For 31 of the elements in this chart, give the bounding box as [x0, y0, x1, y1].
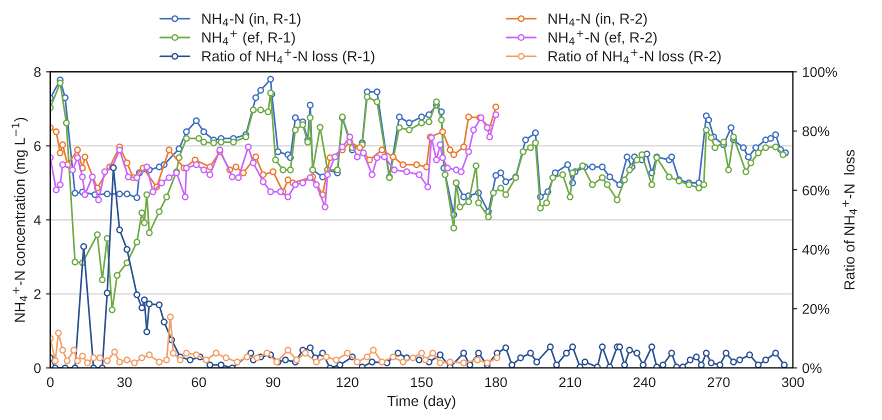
y-axis-title: NH$_{4}$$^{+}$-N concentration (mg L$^{−1}$) [12, 118, 28, 322]
y2-tick-label: 20% [802, 304, 830, 314]
x-tick-label: 0 [46, 377, 54, 388]
y-tick-label: 6 [34, 141, 41, 152]
y2-tick-label: 0% [802, 363, 822, 374]
x-tick-label: 30 [117, 377, 132, 388]
legend-label: NH$_{4}$-N (in, R-2) [548, 13, 647, 27]
y2-tick-label: 80% [802, 126, 830, 136]
legend-label: Ratio of NH$_{4}$$^{+}$-N loss (R-1) [202, 49, 374, 64]
x-tick-label: 210 [559, 377, 582, 388]
x-axis-title: Time (day) [387, 395, 456, 410]
y2-tick-label: 40% [802, 244, 830, 255]
x-tick-label: 150 [411, 377, 433, 388]
x-tick-label: 180 [485, 377, 507, 388]
x-tick-label: 240 [634, 377, 656, 388]
legend-label: NH$_{4}$-N (in, R-1) [202, 13, 300, 27]
y-tick-label: 0 [34, 363, 41, 374]
y2-tick-label: 60% [802, 186, 830, 196]
y2-tick-label: 100% [803, 67, 837, 77]
legend-label: Ratio of NH$_{4}$$^{+}$-N loss (R-2) [548, 49, 721, 64]
x-tick-label: 90 [266, 377, 280, 388]
x-tick-label: 300 [782, 377, 804, 388]
legend-label: NH$_{4}$$^{+}$ (ef, R-1) [202, 30, 295, 46]
y2-axis-title: Ratio of NH$_{4}$$^{+}$-N loss [842, 150, 857, 290]
y-tick-label: 4 [34, 215, 41, 225]
x-tick-label: 60 [192, 377, 206, 388]
legend-label: NH$_{4}$$^{+}$-N (ef, R-2) [548, 30, 657, 46]
x-tick-label: 270 [708, 377, 730, 388]
y-tick-label: 2 [34, 289, 41, 299]
x-tick-label: 120 [336, 377, 358, 388]
y-tick-label: 8 [34, 67, 41, 77]
